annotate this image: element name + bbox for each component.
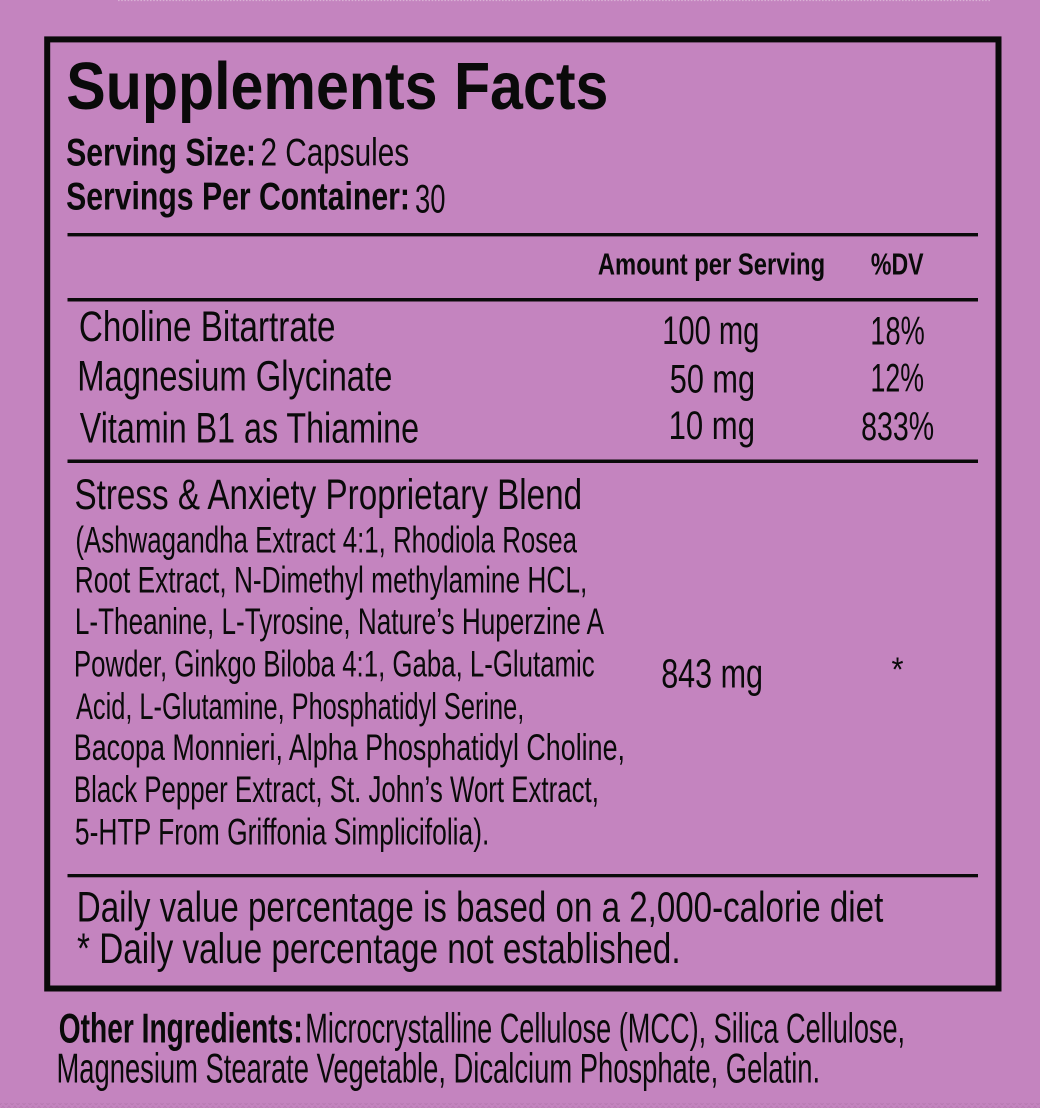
svg-text:Acid, L-Glutamine, Phosphatidy: Acid, L-Glutamine, Phosphatidyl Serine,: [76, 686, 524, 727]
svg-text:5-HTP From Griffonia Simplicif: 5-HTP From Griffonia Simplicifolia).: [75, 812, 490, 853]
svg-text:10 mg: 10 mg: [669, 404, 755, 448]
svg-text:833%: 833%: [861, 405, 934, 449]
svg-text:843 mg: 843 mg: [661, 651, 763, 697]
svg-text:%DV: %DV: [871, 248, 924, 282]
svg-text:Servings Per Container:: Servings Per Container:: [66, 176, 410, 219]
svg-text:Amount per Serving: Amount per Serving: [598, 248, 825, 282]
svg-text:* Daily value percentage not e: * Daily value percentage not established…: [77, 925, 681, 973]
svg-text:100 mg: 100 mg: [662, 309, 759, 353]
svg-text:50 mg: 50 mg: [670, 358, 755, 402]
svg-text:Choline Bitartrate: Choline Bitartrate: [79, 303, 336, 351]
svg-text:2 Capsules: 2 Capsules: [261, 132, 410, 175]
svg-text:Magnesium Glycinate: Magnesium Glycinate: [77, 353, 392, 401]
svg-text:30: 30: [415, 177, 446, 221]
svg-text:Microcrystalline Cellulose (MC: Microcrystalline Cellulose (MCC), Silica…: [305, 1006, 905, 1052]
svg-text:Bacopa Monnieri, Alpha Phospha: Bacopa Monnieri, Alpha Phosphatidyl Chol…: [74, 727, 625, 768]
svg-text:Black Pepper Extract, St. John: Black Pepper Extract, St. John’s Wort Ex…: [74, 769, 599, 810]
svg-text:Serving Size:: Serving Size:: [66, 132, 256, 175]
svg-text:Root Extract, N-Dimethyl methy: Root Extract, N-Dimethyl methylamine HCL…: [75, 559, 588, 600]
svg-text:18%: 18%: [870, 309, 924, 353]
svg-text:Daily value percentage is base: Daily value percentage is based on a 2,0…: [77, 883, 884, 931]
svg-text:Magnesium Stearate Vegetable,: Magnesium Stearate Vegetable, Dicalcium …: [57, 1046, 821, 1092]
svg-text:Vitamin B1 as Thiamine: Vitamin B1 as Thiamine: [80, 404, 419, 452]
svg-text:Supplements Facts: Supplements Facts: [66, 49, 608, 124]
svg-text:Other Ingredients:: Other Ingredients:: [59, 1006, 303, 1052]
svg-text:Stress & Anxiety Proprietary B: Stress & Anxiety Proprietary Blend: [75, 471, 583, 518]
svg-text:(Ashwagandha Extract 4:1, Rhod: (Ashwagandha Extract 4:1, Rhodiola Rosea: [75, 519, 577, 560]
svg-text:L-Theanine, L-Tyrosine, Nature: L-Theanine, L-Tyrosine, Nature’s Huperzi…: [75, 601, 604, 642]
svg-text:Powder, Ginkgo Biloba 4:1, Gab: Powder, Ginkgo Biloba 4:1, Gaba, L-Gluta…: [74, 644, 595, 685]
svg-text:12%: 12%: [871, 356, 925, 400]
svg-text:*: *: [892, 651, 904, 689]
